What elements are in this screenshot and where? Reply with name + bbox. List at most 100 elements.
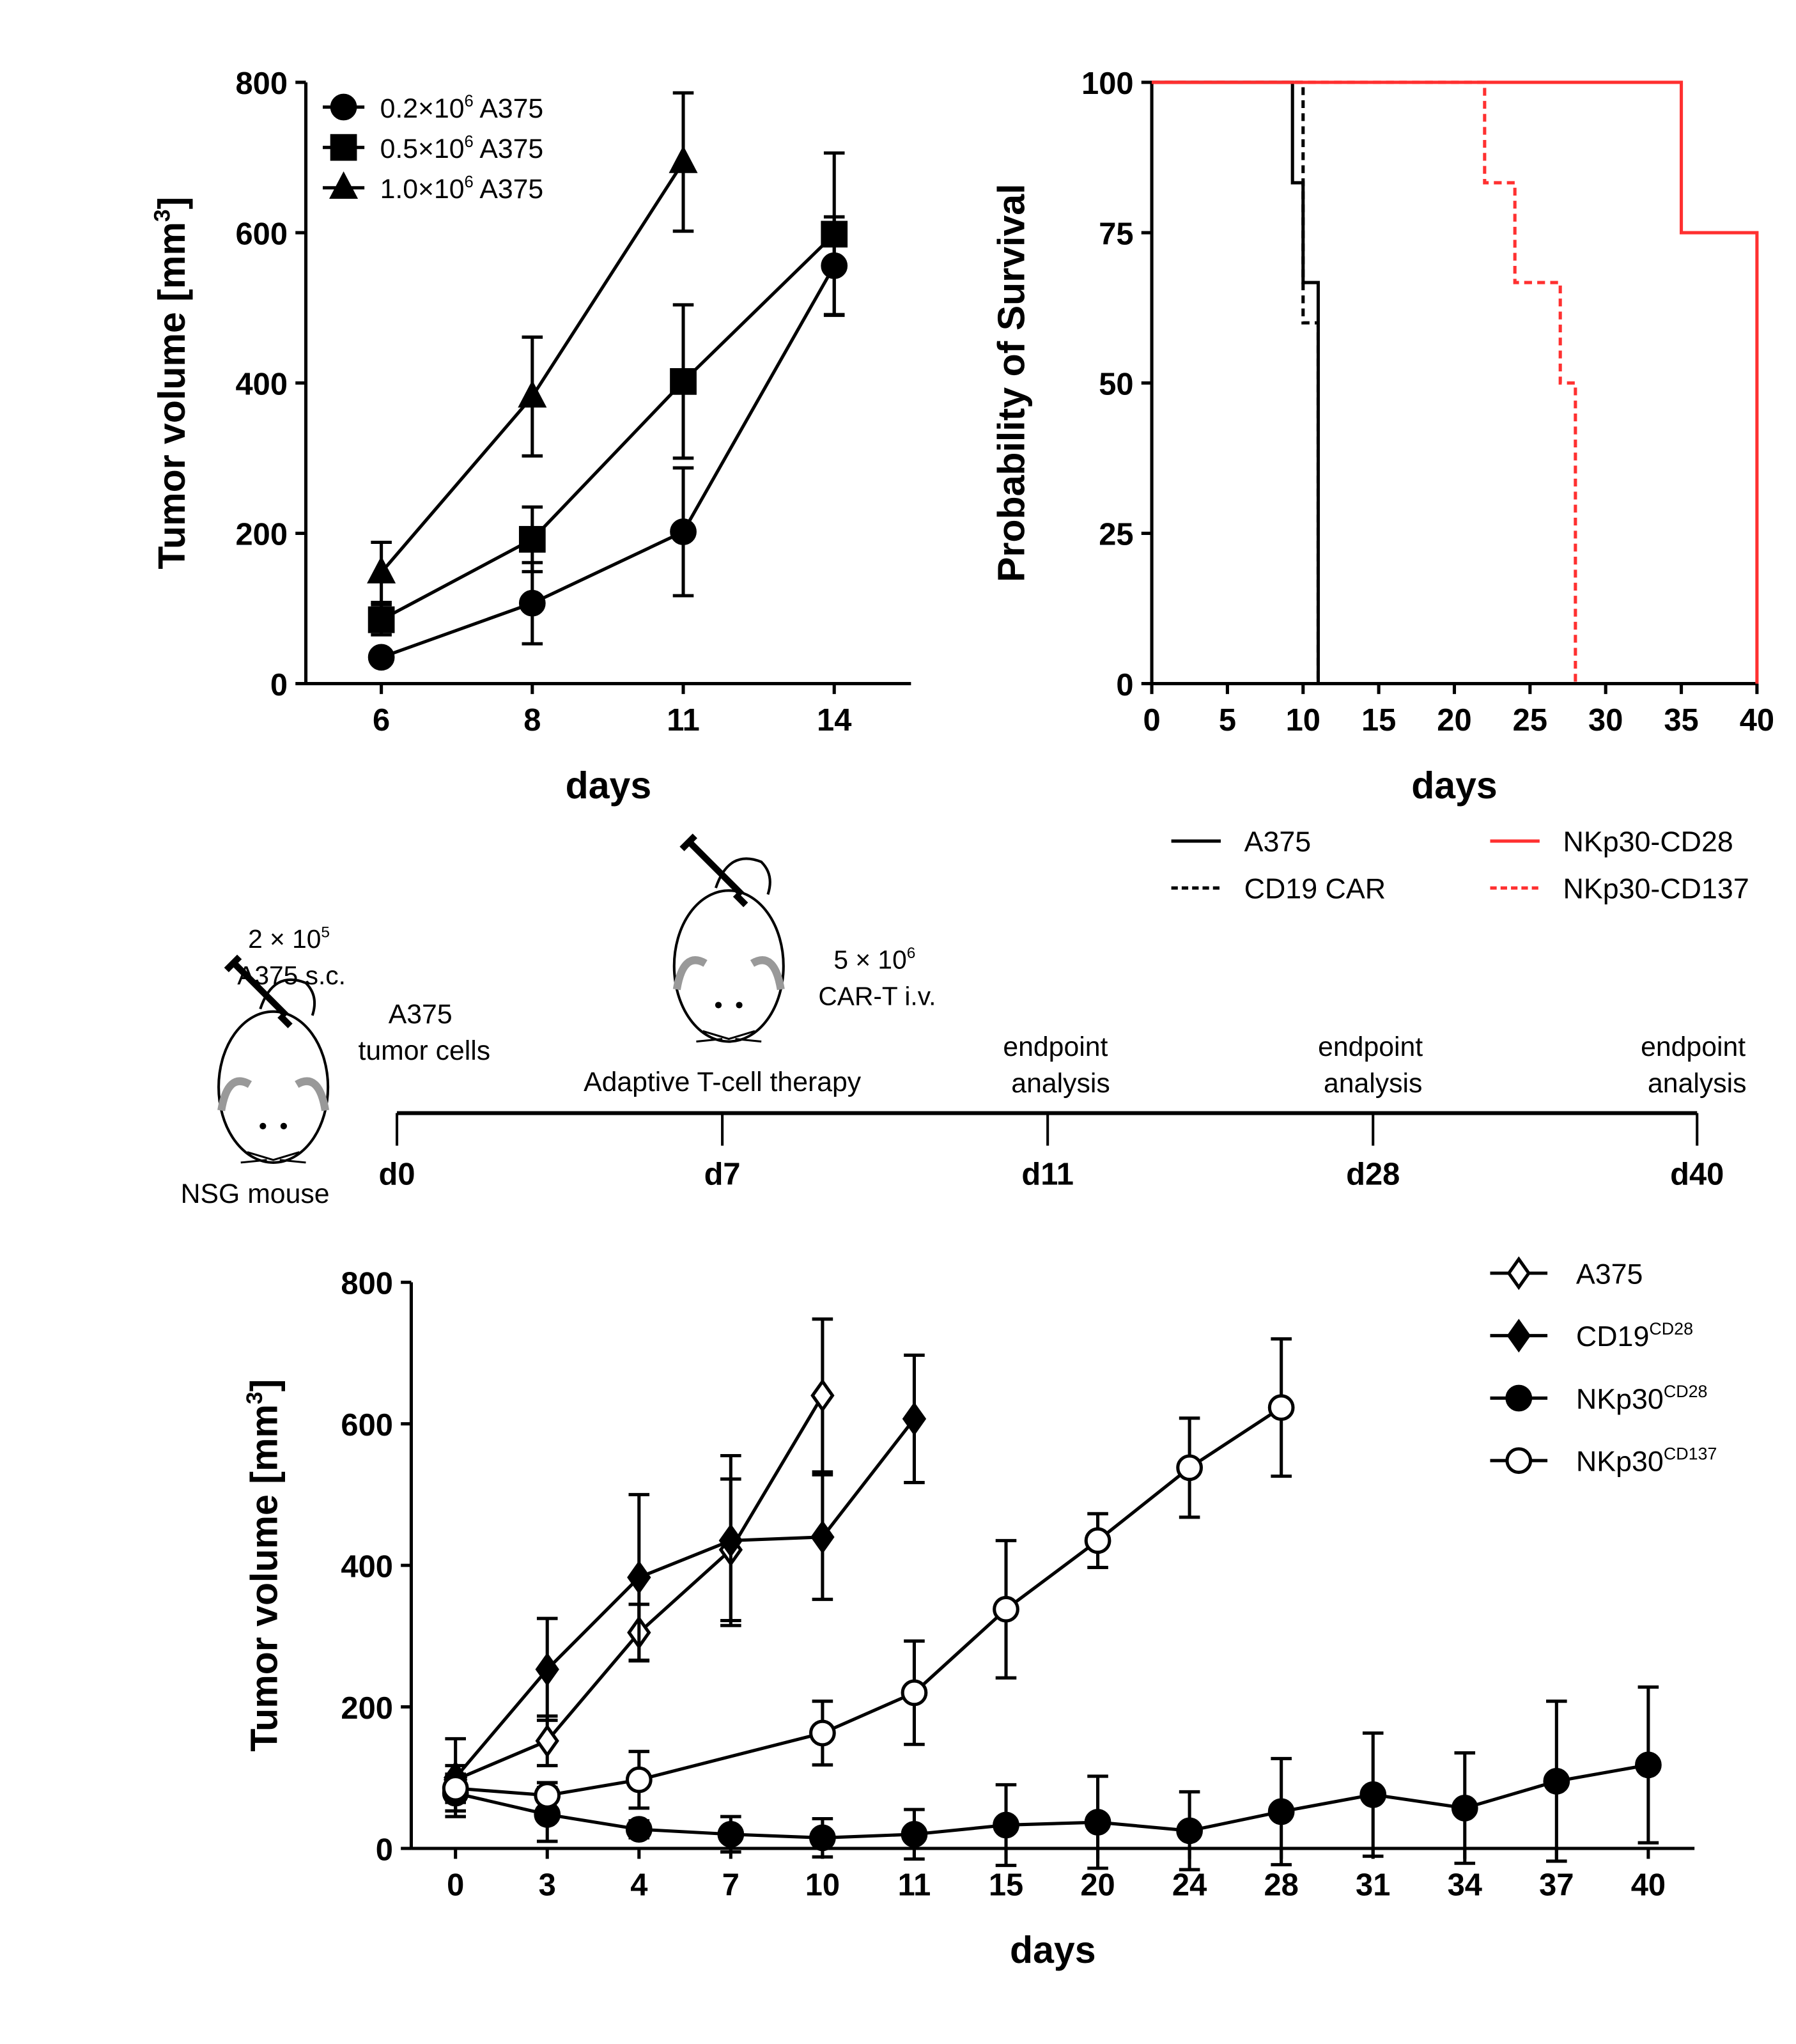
data-point (1359, 1781, 1387, 1808)
x-tick-label: 40 (1631, 1868, 1666, 1902)
y-tick-label: 400 (341, 1549, 393, 1584)
data-point (1084, 1527, 1111, 1554)
legend-label: NKp30-CD28 (1563, 826, 1733, 858)
data-point (1635, 1751, 1662, 1779)
data-point (821, 221, 848, 248)
legend-label: NKp30CD28 (1576, 1382, 1708, 1415)
legend-item: 0.5×106 A375 (322, 133, 544, 164)
x-tick-label: 5 (1219, 703, 1236, 738)
mouse-eye (736, 1002, 743, 1009)
x-tick-label: 30 (1588, 703, 1623, 738)
data-point (1084, 1809, 1111, 1836)
x-tick-label: 20 (1080, 1868, 1115, 1902)
y-tick-label: 800 (235, 66, 288, 101)
legend-item: 0.2×106 A375 (322, 93, 544, 124)
data-point (518, 525, 546, 553)
mouse-label: NSG mouse (181, 1179, 330, 1209)
tumor-label: tumor cells (358, 1035, 490, 1066)
x-tick-label: 10 (805, 1868, 840, 1902)
syringe-icon (224, 954, 293, 1028)
y-tick-label: 0 (1116, 668, 1133, 702)
legend-label: 0.5×106 A375 (380, 133, 544, 164)
mouse-tail (259, 978, 316, 1016)
legend-marker (330, 134, 357, 161)
data-point (669, 145, 698, 173)
x-tick-label: 20 (1437, 703, 1471, 738)
data-point (810, 1379, 835, 1413)
mouse-tail (714, 857, 771, 895)
y-tick-label: 50 (1099, 368, 1133, 402)
x-tick-label: 15 (1361, 703, 1396, 738)
x-tick-label: 25 (1513, 703, 1547, 738)
timeline-day: d40 (1670, 1157, 1724, 1192)
data-point (535, 1724, 559, 1758)
legend-marker (330, 93, 357, 121)
y-tick-label: 75 (1099, 217, 1133, 251)
survival-curve (1152, 81, 1759, 684)
endpoint-label: endpoint (1641, 1032, 1746, 1062)
survival-curve (1152, 81, 1320, 684)
cart-dose: 5 × 106 (833, 945, 915, 974)
x-tick-label: 34 (1448, 1868, 1482, 1902)
x-tick-label: 0 (447, 1868, 464, 1902)
tumor-label: A375 (389, 999, 453, 1030)
mouse-nsg-illustration (217, 954, 330, 1164)
series-line (454, 1418, 916, 1779)
mouse-whiskers (696, 1030, 762, 1043)
data-point (901, 1820, 928, 1848)
data-point (902, 1402, 927, 1436)
data-point (627, 1560, 651, 1595)
x-tick-label: 15 (989, 1868, 1023, 1902)
endpoint-label: analysis (1011, 1068, 1110, 1099)
timeline-day: d11 (1021, 1157, 1074, 1192)
data-point (993, 1811, 1019, 1839)
series-05106 (368, 151, 848, 637)
legend-label: CD19CD28 (1576, 1319, 1693, 1352)
data-point (717, 1820, 745, 1848)
legend-item: NKp30CD137 (1490, 1444, 1717, 1478)
x-tick-label: 3 (539, 1868, 556, 1902)
series-line (455, 1406, 1283, 1797)
x-tick-label: 0 (1143, 703, 1160, 738)
survival-curve (1152, 81, 1320, 684)
endpoint-label: analysis (1324, 1068, 1422, 1099)
endpoint-label: endpoint (1003, 1032, 1108, 1062)
y-tick-label: 200 (235, 518, 288, 552)
y-tick-label: 800 (341, 1267, 393, 1301)
x-tick-label: 4 (630, 1868, 647, 1902)
y-tick-label: 0 (270, 668, 288, 702)
legend-marker (1506, 1319, 1531, 1353)
x-tick-label: 11 (667, 703, 700, 738)
x-tick-label: 28 (1264, 1868, 1298, 1902)
x-axis-title: days (1411, 764, 1498, 807)
y-tick-label: 200 (341, 1691, 393, 1726)
legend-label: 1.0×106 A375 (380, 173, 544, 205)
legend-label: 0.2×106 A375 (380, 93, 544, 124)
mouse-eye (280, 1122, 287, 1129)
data-point (901, 1679, 928, 1707)
data-point (1451, 1795, 1478, 1822)
data-point (1267, 1394, 1295, 1421)
legend-item: 1.0×106 A375 (322, 171, 544, 205)
x-tick-label: 6 (373, 703, 390, 738)
data-point (442, 1775, 469, 1802)
mouse-whiskers (240, 1151, 306, 1164)
legend-marker (1505, 1447, 1533, 1475)
timeline-day: d0 (379, 1157, 415, 1192)
y-tick-label: 0 (376, 1832, 393, 1867)
x-axis-title: days (566, 764, 652, 807)
y-axis-title: Tumor volume [mm3] (242, 1379, 286, 1752)
y-tick-label: 600 (235, 217, 288, 251)
x-tick-label: 40 (1740, 703, 1774, 738)
data-point (1176, 1817, 1203, 1845)
survival-curve (1152, 81, 1577, 684)
data-point (534, 1782, 561, 1809)
series-02106 (368, 215, 848, 671)
mouse-eye (715, 1002, 722, 1009)
data-point (625, 1766, 653, 1793)
legend-label: NKp30CD137 (1576, 1444, 1717, 1478)
legend-item: NKp30CD28 (1490, 1382, 1707, 1415)
mouse-body (217, 1010, 330, 1164)
